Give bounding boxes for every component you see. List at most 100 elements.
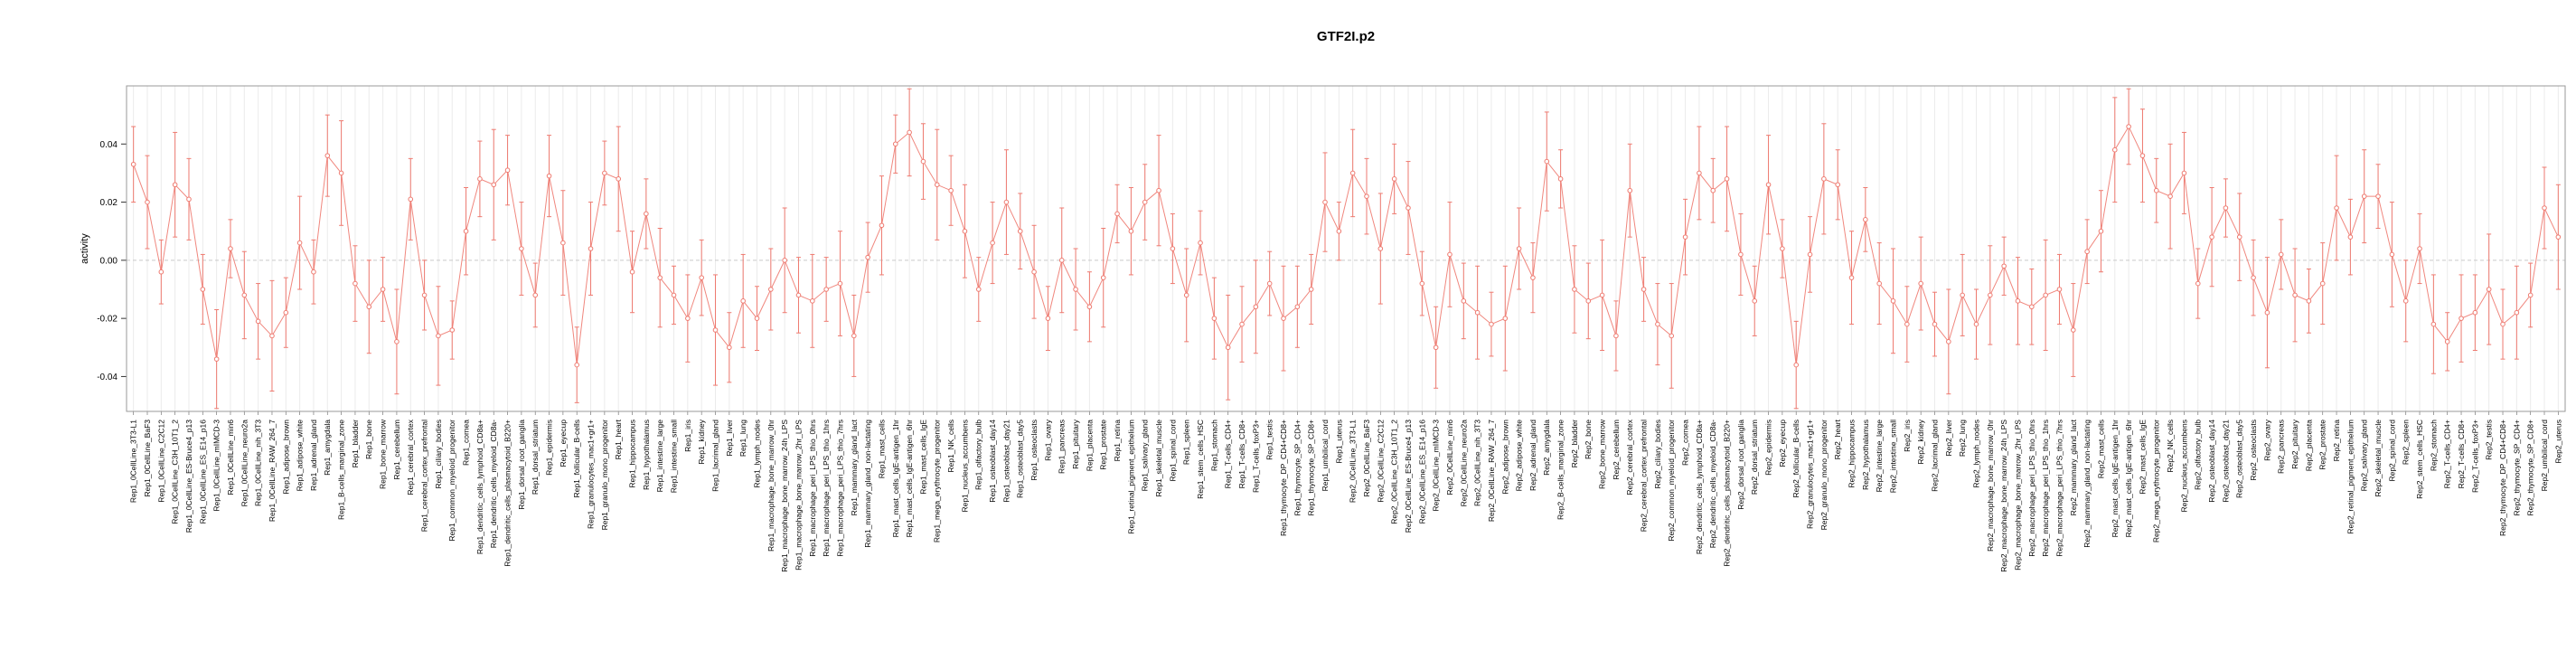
x-tick-label: Rep1_retina	[1113, 420, 1122, 462]
x-tick-label: Rep2_skeletal_muscle	[2374, 420, 2383, 497]
x-tick-label: Rep1_dendritic_cells_plasmacytoid_B220+	[503, 420, 512, 567]
x-tick-label: Rep2_amygdala	[1542, 420, 1551, 476]
x-tick-label: Rep1_intestine_large	[655, 420, 664, 493]
x-tick-label: Rep1_prostate	[1099, 420, 1108, 470]
data-point	[2167, 193, 2173, 199]
data-point	[1557, 176, 1564, 182]
data-point	[1003, 199, 1010, 205]
x-tick-label: Rep2_0CellLine_ES-Bruce4_p13	[1404, 420, 1413, 533]
x-tick-label: Rep1_0CellLine_RAW_264_7	[268, 420, 277, 522]
x-tick-label: Rep2_dorsal_root_ganglia	[1736, 420, 1745, 510]
x-tick-label: Rep2_nucleus_accumbens	[2179, 420, 2188, 513]
data-point	[2001, 263, 2007, 269]
x-tick-label: Rep2_mast_cells_IgE-antigen_1hr	[2111, 420, 2120, 538]
x-tick-label: Rep2_lacrimal_gland	[1930, 420, 1939, 492]
x-tick-label: Rep1_common_myeloid_progenitor	[447, 420, 456, 542]
data-point	[907, 129, 912, 136]
data-point	[810, 298, 815, 304]
data-point	[1058, 258, 1065, 263]
data-point	[1031, 269, 1037, 275]
data-point	[2486, 287, 2492, 292]
data-point	[1322, 199, 1328, 205]
data-point	[2514, 309, 2520, 316]
x-tick-label: Rep1_osteoclasts	[1029, 420, 1039, 481]
x-tick-label: Rep2_stomach	[2429, 420, 2438, 471]
x-tick-label: Rep2_cornea	[1681, 420, 1690, 466]
x-tick-label: Rep2_ciliary_bodies	[1653, 420, 1662, 489]
data-point	[1266, 280, 1273, 287]
x-tick-label: Rep2_0CellLine_C2C12	[1376, 420, 1385, 503]
x-tick-label: Rep1_salivary_gland	[1141, 420, 1150, 492]
x-tick-label: Rep2_olfactory_bulb	[2194, 420, 2203, 490]
x-tick-label: Rep2_T-cells_CD8+	[2457, 420, 2466, 488]
x-tick-label: Rep2_dendritic_cells_myeloid_CD8a-	[1708, 420, 1717, 548]
x-tick-label: Rep2_follicular_B-cells	[1791, 420, 1800, 497]
plot-area: Rep1_0CellLine_3T3-L1 Rep1_0CellLine_BaF3…	[97, 85, 2566, 572]
x-tick-label: Rep1_0CellLine_nih_3T3	[254, 420, 263, 506]
data-point	[186, 196, 192, 203]
data-point	[712, 327, 719, 333]
data-point	[2292, 292, 2298, 298]
data-point	[865, 254, 870, 260]
data-point	[837, 280, 843, 287]
x-tick-label: Rep2_umbilical_cord	[2540, 420, 2549, 492]
data-point	[296, 240, 303, 246]
x-tick-label: Rep2_cerebellum	[1612, 420, 1621, 480]
data-point	[1128, 228, 1134, 234]
x-tick-label: Rep1_olfactory_bulb	[974, 420, 983, 490]
data-point	[1918, 280, 1923, 287]
x-tick-label: Rep1_stomach	[1209, 420, 1218, 471]
data-point	[1863, 217, 1868, 222]
x-tick-label: Rep2_T-cells_foxP3+	[2470, 420, 2479, 493]
x-tick-label: Rep2_granulo_mono_progenitor	[1819, 420, 1829, 531]
x-tick-label: Rep2_NK_cells	[2166, 420, 2175, 473]
x-tick-label: Rep1_lymph_nodes	[752, 420, 761, 488]
x-tick-label: Rep2_heart	[1833, 419, 1842, 459]
x-tick-label: Rep1_adipose_white	[296, 420, 305, 492]
x-tick-label: Rep2_macrophage_bone_marrow_0hr	[1986, 420, 1995, 552]
data-point	[1502, 316, 1509, 321]
data-point	[1489, 321, 1494, 327]
x-tick-label: Rep1_thymocyte_SP_CD8+	[1307, 420, 1316, 516]
data-point	[2236, 234, 2242, 240]
data-point	[657, 275, 663, 280]
x-tick-label: Rep2_0CellLine_mIMCD-3	[1432, 420, 1441, 512]
data-point	[436, 333, 441, 339]
x-tick-label: Rep1_bone	[364, 420, 373, 459]
data-point	[532, 292, 539, 298]
x-tick-label: Rep2_prostate	[2318, 420, 2327, 470]
data-point	[1308, 287, 1314, 292]
x-tick-label: Rep1_testis	[1265, 420, 1274, 460]
data-point	[269, 333, 275, 339]
data-point	[1377, 246, 1384, 251]
data-point	[948, 187, 954, 193]
data-point	[1627, 187, 1633, 193]
x-tick-label: Rep2_cerebral_cortex_prefrontal	[1640, 420, 1649, 532]
data-point	[1239, 321, 1245, 327]
data-point	[1904, 321, 1910, 327]
data-point	[879, 222, 885, 229]
data-point	[2015, 298, 2021, 304]
data-point	[1336, 228, 1342, 234]
x-tick-label: Rep1_thymocyte_SP_CD4+	[1293, 420, 1302, 516]
data-point	[1516, 246, 1522, 251]
data-point	[1045, 316, 1051, 321]
data-point	[1641, 287, 1647, 292]
data-point	[2153, 187, 2159, 193]
data-point	[1281, 316, 1286, 321]
data-point	[172, 182, 178, 188]
x-tick-label: Rep1_adipose_brown	[281, 420, 290, 495]
data-layer	[130, 88, 2562, 410]
x-tick-label: Rep1_cerebral_cortex	[406, 419, 415, 495]
data-point	[1682, 234, 1688, 240]
x-tick-label: Rep2_hypothalamus	[1861, 420, 1870, 490]
data-point	[1253, 304, 1259, 310]
x-tick-label: Rep2_thymocyte_SP_CD8+	[2526, 420, 2535, 516]
x-tick-label: Rep2_placenta	[2304, 420, 2313, 471]
data-point	[2361, 193, 2367, 199]
x-tick-label: Rep2_epidermis	[1764, 420, 1773, 476]
data-point	[228, 246, 233, 251]
data-point	[2389, 251, 2395, 258]
data-point	[685, 316, 691, 321]
x-tick-label: Rep2_intestine_large	[1875, 420, 1884, 493]
